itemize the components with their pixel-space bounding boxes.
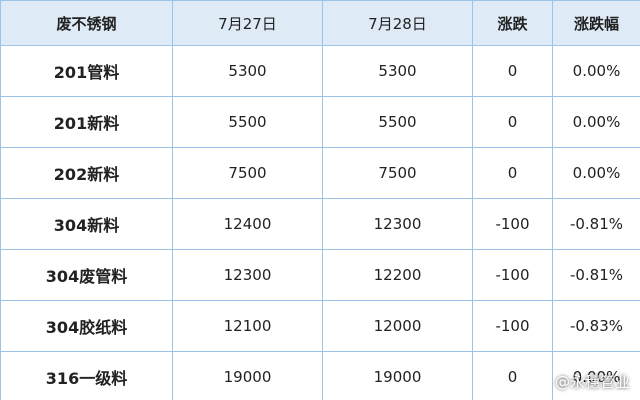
table-cell: 12100	[172, 300, 323, 352]
watermark: @永穗管业	[526, 371, 630, 392]
row-label: 316一级料	[0, 351, 173, 400]
table-row: 201管料 5300 5300 0 0.00%	[0, 45, 640, 97]
row-label: 201管料	[0, 45, 173, 97]
row-label: 304废管料	[0, 249, 173, 301]
table-cell: 5300	[172, 45, 323, 97]
table-cell: 0.00%	[552, 147, 640, 199]
table-row: 202新料 7500 7500 0 0.00%	[0, 147, 640, 199]
table-cell: 5500	[322, 96, 473, 148]
table-cell: 12000	[322, 300, 473, 352]
row-label: 304新料	[0, 198, 173, 250]
header-cell: 涨跌	[472, 0, 553, 46]
table-cell: 5300	[322, 45, 473, 97]
table-cell: 0	[472, 45, 553, 97]
table-cell: 7500	[322, 147, 473, 199]
table-row: 304废管料 12300 12200 -100 -0.81%	[0, 249, 640, 301]
watermark-text: @永穗管业	[554, 373, 630, 391]
row-label: 304胶纸料	[0, 300, 173, 352]
table-cell: 0.00%	[552, 45, 640, 97]
table-cell: -100	[472, 198, 553, 250]
table-cell: -0.81%	[552, 198, 640, 250]
row-label: 201新料	[0, 96, 173, 148]
table-row: 316一级料 19000 19000 0 0.00%	[0, 351, 640, 400]
header-cell: 涨跌幅	[552, 0, 640, 46]
table-cell: 19000	[322, 351, 473, 400]
row-label: 202新料	[0, 147, 173, 199]
table-cell: -100	[472, 249, 553, 301]
table-body: 201管料 5300 5300 0 0.00% 201新料 5500 5500 0 0.00% 20…	[0, 45, 640, 400]
watermark-icon	[526, 372, 549, 391]
table-row: 304胶纸料 12100 12000 -100 -0.83%	[0, 300, 640, 352]
table-row: 304新料 12400 12300 -100 -0.81%	[0, 198, 640, 250]
table-cell: -0.81%	[552, 249, 640, 301]
table-cell: 7500	[172, 147, 323, 199]
table-cell: 12400	[172, 198, 323, 250]
header-row: 废不锈钢 7月27日 7月28日 涨跌 涨跌幅	[0, 0, 640, 46]
table-cell: 0.00%	[552, 351, 640, 400]
table-cell: 5500	[172, 96, 323, 148]
header-cell: 废不锈钢	[0, 0, 173, 46]
table-cell: -0.83%	[552, 300, 640, 352]
table-cell: -100	[472, 300, 553, 352]
table-cell: 0.00%	[552, 96, 640, 148]
table-cell: 12200	[322, 249, 473, 301]
header-cell: 7月28日	[322, 0, 473, 46]
table-cell: 0	[472, 96, 553, 148]
header-cell: 7月27日	[172, 0, 323, 46]
table-cell: 19000	[172, 351, 323, 400]
table-cell: 0	[472, 147, 553, 199]
table-row: 201新料 5500 5500 0 0.00%	[0, 96, 640, 148]
table-cell: 12300	[322, 198, 473, 250]
table-cell: 12300	[172, 249, 323, 301]
